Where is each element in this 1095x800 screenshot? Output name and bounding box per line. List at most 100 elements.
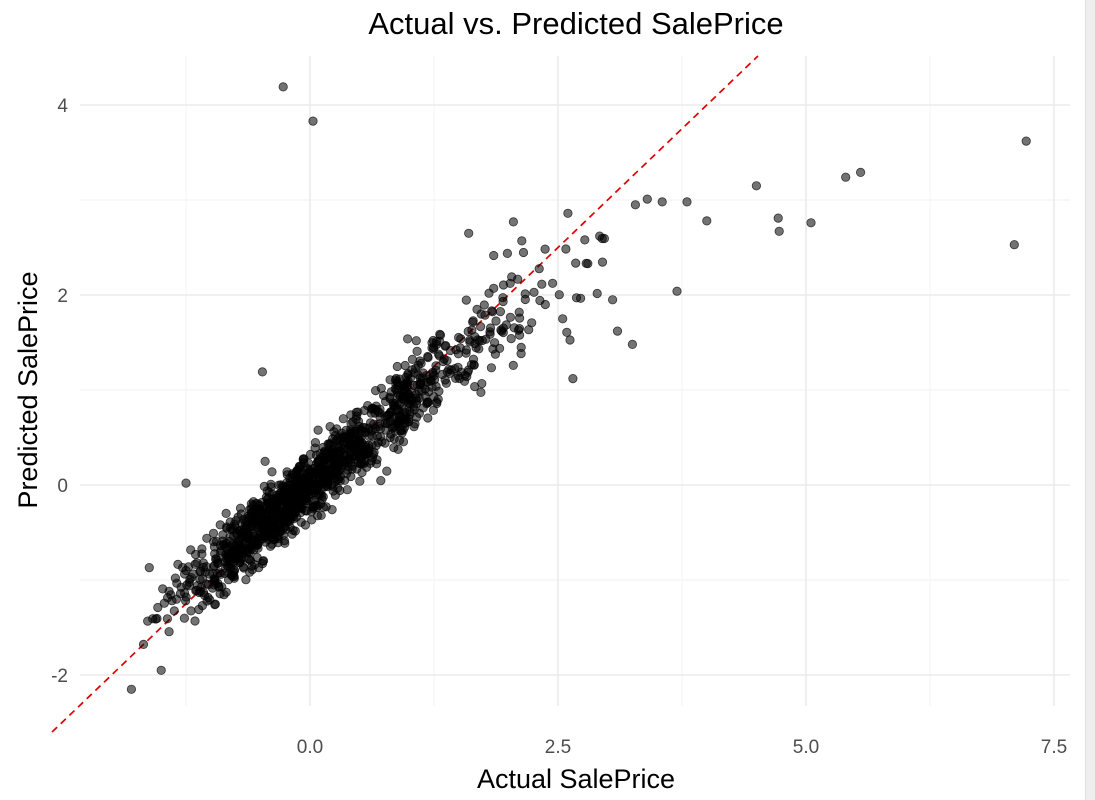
data-point bbox=[413, 360, 423, 370]
data-point bbox=[279, 522, 290, 532]
data-point bbox=[451, 345, 461, 355]
data-point bbox=[378, 390, 389, 401]
data-point bbox=[322, 481, 332, 492]
data-point bbox=[435, 330, 446, 340]
data-point bbox=[364, 423, 374, 433]
data-point bbox=[498, 327, 508, 338]
data-point bbox=[338, 414, 348, 424]
data-point bbox=[537, 279, 547, 289]
data-point bbox=[702, 216, 712, 226]
data-point bbox=[213, 558, 223, 568]
data-point bbox=[657, 197, 667, 207]
data-point bbox=[595, 231, 605, 241]
data-point bbox=[367, 431, 377, 441]
data-point bbox=[238, 548, 248, 558]
data-point bbox=[258, 556, 268, 566]
data-point bbox=[327, 504, 337, 515]
data-point bbox=[193, 580, 203, 591]
data-point bbox=[516, 348, 526, 359]
data-point bbox=[181, 478, 191, 488]
data-point bbox=[382, 418, 392, 429]
data-point bbox=[411, 336, 421, 346]
data-point bbox=[422, 397, 433, 407]
data-point bbox=[348, 431, 358, 441]
data-point bbox=[307, 515, 317, 525]
data-point bbox=[407, 354, 417, 364]
data-point bbox=[225, 523, 236, 533]
data-point bbox=[313, 456, 323, 466]
data-point bbox=[751, 181, 762, 191]
data-point bbox=[329, 427, 339, 437]
data-point bbox=[143, 616, 153, 626]
data-point bbox=[353, 458, 363, 468]
data-point bbox=[389, 434, 399, 444]
data-point bbox=[286, 491, 296, 501]
data-point bbox=[186, 545, 196, 555]
data-point bbox=[529, 287, 539, 297]
window-edge-scrollbar bbox=[1085, 0, 1095, 800]
data-point bbox=[290, 526, 300, 536]
data-point bbox=[346, 410, 356, 420]
y-tick-label: -2 bbox=[51, 666, 68, 687]
data-point bbox=[418, 368, 428, 378]
data-point bbox=[480, 310, 490, 320]
data-point bbox=[257, 367, 267, 377]
data-point bbox=[394, 411, 405, 421]
data-point bbox=[245, 567, 255, 577]
x-tick-label: 0.0 bbox=[297, 737, 323, 758]
data-point bbox=[477, 335, 487, 346]
data-point bbox=[203, 579, 213, 590]
data-point bbox=[490, 349, 500, 359]
data-point bbox=[558, 314, 568, 324]
data-point bbox=[144, 562, 154, 573]
data-point bbox=[170, 573, 180, 583]
data-point bbox=[363, 440, 373, 450]
data-point bbox=[439, 354, 449, 364]
data-point bbox=[197, 600, 207, 611]
data-point bbox=[547, 278, 558, 288]
data-point bbox=[305, 449, 316, 459]
data-point bbox=[203, 592, 213, 603]
data-point bbox=[294, 468, 304, 478]
data-point bbox=[495, 306, 505, 317]
data-point bbox=[138, 639, 149, 650]
data-point bbox=[185, 574, 195, 584]
data-point bbox=[221, 549, 231, 560]
data-point bbox=[355, 476, 365, 486]
data-point bbox=[431, 365, 441, 375]
data-point bbox=[456, 334, 466, 344]
data-point bbox=[280, 511, 290, 521]
data-point bbox=[518, 247, 529, 258]
data-point bbox=[335, 437, 345, 447]
data-point bbox=[463, 365, 474, 375]
data-point bbox=[540, 244, 550, 254]
data-point bbox=[583, 258, 593, 269]
data-point bbox=[164, 627, 174, 637]
data-point bbox=[592, 288, 602, 299]
data-point bbox=[774, 226, 784, 236]
data-point bbox=[568, 373, 578, 384]
data-point bbox=[209, 574, 219, 584]
chart-title: Actual vs. Predicted SalePrice bbox=[368, 6, 783, 41]
data-point bbox=[508, 217, 519, 227]
data-point bbox=[408, 401, 419, 412]
data-point bbox=[485, 329, 495, 339]
data-point bbox=[527, 318, 537, 328]
data-point bbox=[342, 485, 352, 495]
data-point bbox=[316, 510, 326, 521]
data-point bbox=[517, 236, 527, 246]
data-point bbox=[296, 482, 306, 492]
data-point bbox=[179, 613, 189, 623]
data-point bbox=[389, 401, 399, 411]
data-point bbox=[162, 614, 172, 624]
data-point bbox=[423, 352, 433, 363]
data-point bbox=[540, 299, 550, 310]
data-point bbox=[277, 481, 288, 491]
data-point bbox=[463, 326, 473, 337]
data-point bbox=[1021, 136, 1031, 146]
data-point bbox=[486, 363, 496, 373]
x-axis-label: Actual SalePrice bbox=[477, 764, 675, 794]
data-point bbox=[412, 346, 422, 356]
data-point bbox=[402, 377, 412, 388]
